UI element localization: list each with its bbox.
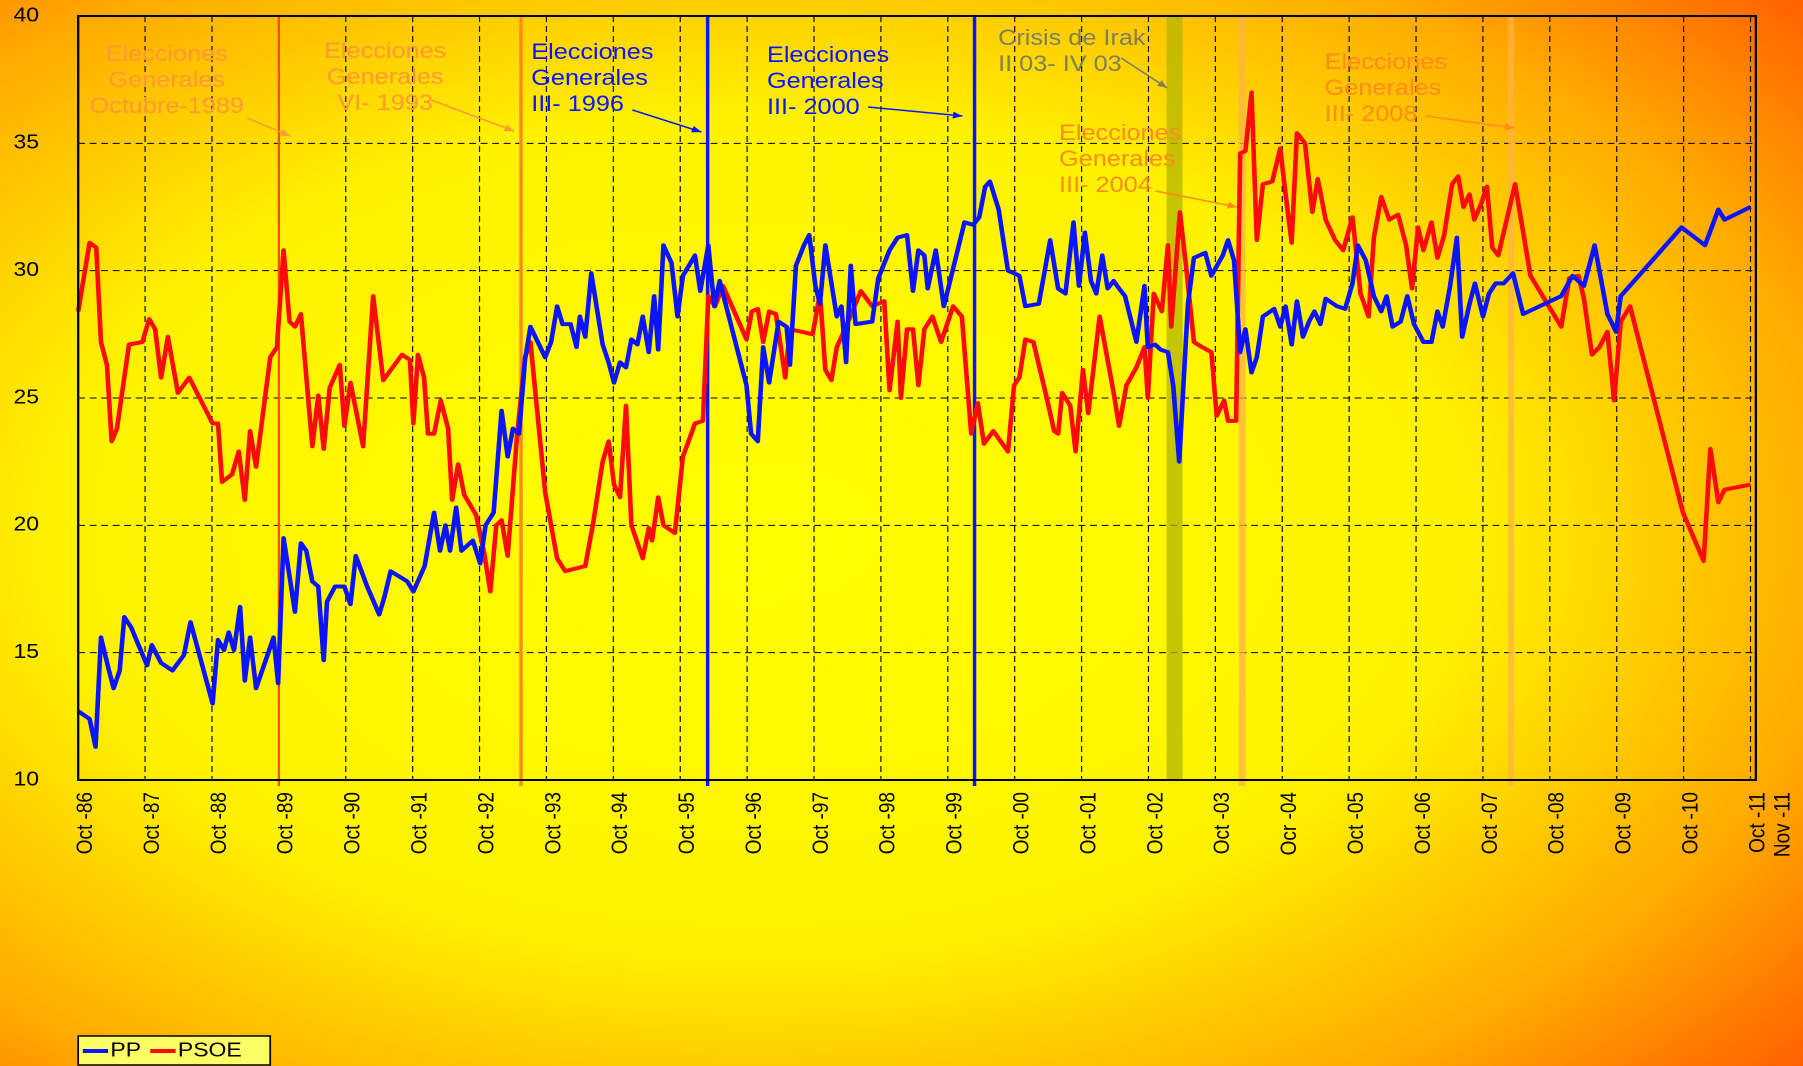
- annotation-arrow: [868, 106, 963, 117]
- annotation-text: Elecciones: [1325, 50, 1447, 74]
- plot-frame: [77, 15, 1758, 781]
- y-tick-label: 30: [14, 257, 40, 280]
- x-tick-label: Oct -07: [1478, 792, 1503, 854]
- annotation-text: Octubre-1989: [89, 94, 244, 118]
- x-tick-label: Oct -87: [140, 792, 165, 854]
- series-line: [76, 179, 1752, 749]
- arrow-head: [1504, 123, 1515, 131]
- x-tick-label: Nov -11: [1770, 792, 1795, 857]
- x-tick-label: Oct -93: [541, 792, 566, 854]
- y-tick-label: 10: [14, 767, 40, 790]
- annotation-text: Generales: [1059, 147, 1176, 171]
- x-tick-label: Oct -86: [73, 792, 98, 854]
- annotation-text: Elecciones: [1059, 121, 1181, 145]
- arrow-head: [691, 125, 702, 133]
- y-tick-label: 40: [14, 3, 40, 26]
- annotation-text: Elecciones: [531, 40, 653, 64]
- series-line: [75, 90, 1751, 594]
- x-tick-label: Oct -92: [474, 792, 499, 854]
- annotation-text: Elecciones: [767, 43, 889, 67]
- annotation-text: Generales: [327, 65, 444, 89]
- annotation-text: III- 2008: [1325, 102, 1418, 126]
- annotation-text: Generales: [531, 66, 648, 90]
- x-tick-label: Oct -03: [1210, 792, 1235, 854]
- x-tick-label: Oct -06: [1411, 792, 1436, 854]
- x-tick-label: Oct -00: [1009, 792, 1034, 854]
- x-tick-label: Oct -10: [1678, 792, 1703, 854]
- y-tick-label: 15: [14, 639, 40, 662]
- legend-label: PP: [110, 1038, 141, 1061]
- arrow-head: [1227, 201, 1238, 209]
- annotation-text: Elecciones: [106, 42, 228, 66]
- arrow-head: [952, 111, 963, 119]
- x-tick-label: Oct -89: [273, 792, 298, 854]
- x-tick-label: Oct -88: [207, 792, 232, 854]
- annotation-text: III- 2004: [1059, 173, 1152, 197]
- annotation-text: II 03- IV 03: [998, 52, 1122, 76]
- annotation-text: III- 2000: [767, 95, 860, 119]
- x-tick-label: Oct -94: [608, 792, 633, 854]
- x-tick-label: Oct -99: [942, 792, 967, 854]
- x-tick-label: Oct -01: [1076, 792, 1101, 854]
- y-tick-label: 20: [14, 512, 40, 535]
- x-tick-label: Oct -05: [1344, 792, 1369, 854]
- x-tick-label: Oct -96: [742, 792, 767, 854]
- annotation-text: Generales: [1325, 76, 1442, 100]
- x-tick-label: Oct -11: [1745, 792, 1770, 853]
- annotation-arrow: [430, 99, 515, 132]
- annotation-text: Generales: [108, 68, 225, 92]
- plot-layer: 10 15 20 25 30 35 40 Oct -86 Oct -87 Oct -88 Oct -…: [14, 3, 1795, 1066]
- x-tick-label: Oct -08: [1544, 792, 1569, 854]
- annotation-arrow: [1155, 190, 1238, 208]
- arrow-head: [503, 124, 514, 131]
- annotation-text: Elecciones: [324, 39, 446, 63]
- annotation-arrow: [1425, 115, 1515, 129]
- x-tick-label: Oct -97: [809, 792, 834, 854]
- x-tick-label: Oct -02: [1143, 792, 1168, 854]
- y-tick-label: 25: [14, 385, 40, 408]
- x-tick-label: Oct -90: [340, 792, 365, 854]
- x-tick-label: Ocr -04: [1277, 792, 1302, 855]
- legend-label: PSOE: [178, 1038, 242, 1061]
- x-tick-label: Oct -98: [876, 792, 901, 854]
- x-tick-label: Oct -91: [407, 792, 432, 854]
- annotation-arrow: [632, 109, 702, 133]
- y-tick-label: 35: [14, 130, 40, 153]
- x-tick-label: Oct -09: [1611, 792, 1636, 854]
- x-tick-label: Oct -95: [675, 792, 700, 854]
- annotation-text: VI- 1993: [337, 91, 433, 115]
- annotation-text: Generales: [767, 69, 884, 93]
- arrow-head: [279, 129, 290, 136]
- annotation-arrow: [1120, 57, 1168, 89]
- annotation-text: III- 1996: [531, 92, 624, 116]
- annotation-text: Crisis de Irak: [998, 26, 1146, 50]
- arrow-head: [1157, 80, 1168, 88]
